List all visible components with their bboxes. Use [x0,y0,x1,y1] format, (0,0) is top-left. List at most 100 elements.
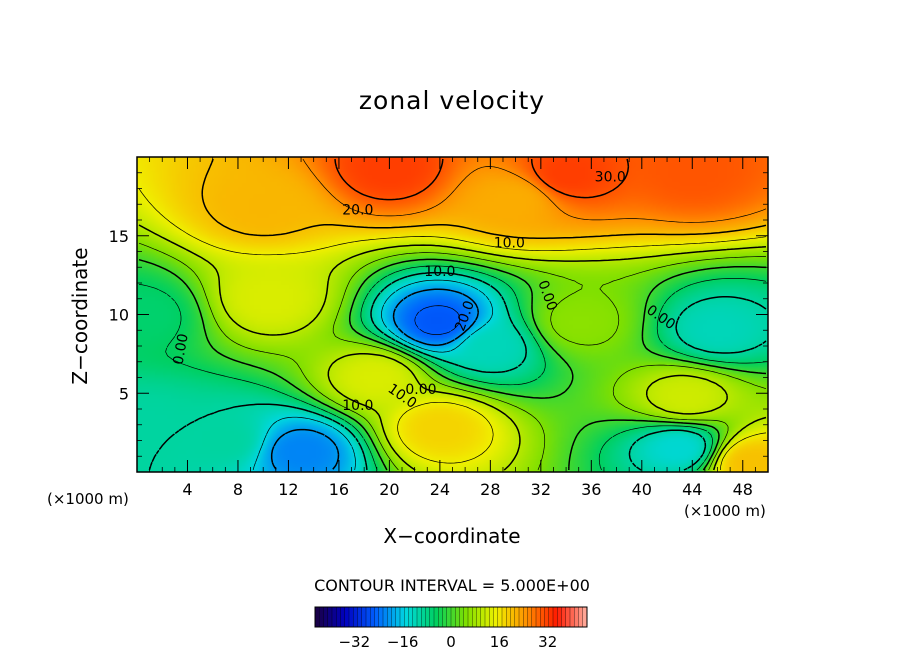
colorbar-swatch [514,607,520,627]
velocity-heatmap [137,157,768,472]
colorbar-swatch [455,607,460,627]
colorbar-tick-label: −32 [338,633,370,651]
contour-label: 10.0 [342,398,373,414]
colorbar-swatch [527,607,533,627]
x-tick-label: 32 [531,480,551,499]
colorbar-swatch [357,607,363,627]
contour-interval-label: CONTOUR INTERVAL = 5.000E+00 [314,576,590,595]
colorbar-swatch [319,607,324,627]
colorbar-swatch [480,607,486,627]
colorbar-swatch [336,607,341,627]
colorbar-swatch [332,607,337,627]
colorbar-swatch [523,607,528,627]
x-tick-label: 40 [632,480,652,499]
colorbar-swatch [323,607,329,627]
colorbar-swatch [497,607,503,627]
x-tick-label: 48 [733,480,753,499]
colorbar-swatch [404,607,409,627]
colorbar-swatch [510,607,516,627]
colorbar-swatch [536,607,541,627]
colorbar-swatch [387,607,392,627]
colorbar-swatch [340,607,346,627]
colorbar-swatch [353,607,358,627]
colorbar-swatch [442,607,448,627]
colorbar-swatch [489,607,494,627]
colorbar-swatch [565,607,571,627]
colorbar-swatch [417,607,422,627]
colorbar-swatch [395,607,401,627]
colorbar-swatch [370,607,375,627]
colorbar-swatch [561,607,567,627]
colorbar-swatch [315,607,320,627]
colorbar-swatch [531,607,537,627]
x-tick-label: 44 [682,480,702,499]
colorbar-swatch [421,607,426,627]
colorbar-tick-label: 0 [446,633,456,651]
colorbar-tick-label: 16 [490,633,509,651]
colorbar-swatch [349,607,354,627]
x-axis-label: X−coordinate [383,524,521,548]
contour-line [148,271,767,471]
colorbar-swatch [582,607,588,627]
contour-line [414,305,461,335]
contour-line [252,279,494,471]
x-tick-label: 16 [329,480,349,499]
colorbar-swatch [366,607,371,627]
colorbar-swatch [468,607,473,627]
contour-line [138,265,767,471]
y-tick-label: 5 [119,384,129,403]
colorbar-swatch [412,607,418,627]
colorbar-swatch [425,607,431,627]
colorbar-swatch [446,607,452,627]
contour-line [138,224,767,471]
contour-label: 0.00 [405,382,436,398]
colorbar-swatch [408,607,414,627]
chart-title: zonal velocity [358,86,546,115]
x-tick-label: 12 [278,480,298,499]
colorbar-swatch [391,607,397,627]
x-axis-units-right: (×1000 m) [684,502,766,520]
contour-line [270,288,480,471]
contour-label: 30.0 [595,169,626,185]
x-tick-label: 36 [581,480,601,499]
colorbar-tick-label: 32 [538,633,557,651]
y-tick-label: 15 [109,227,129,246]
colorbar-swatch [344,607,350,627]
colorbar-swatch [574,607,579,627]
colorbar-swatch [553,607,558,627]
colorbar-swatch [472,607,477,627]
colorbar-swatch [502,607,507,627]
contour-line [138,242,767,471]
contour-line [302,158,767,223]
contour-line [138,188,767,471]
contour-label: 10.0 [424,264,455,280]
y-tick-label: 10 [109,306,129,325]
colorbar-swatch [519,607,524,627]
colorbar-swatch [327,607,333,627]
colorbar-swatch [459,607,465,627]
colorbar-swatch [438,607,443,627]
x-tick-label: 24 [430,480,450,499]
colorbar-swatch [383,607,388,627]
colorbar-swatch [548,607,554,627]
colorbar-swatch [374,607,380,627]
x-tick-label: 8 [233,480,243,499]
colorbar-swatch [378,607,384,627]
colorbar-swatch [578,607,584,627]
colorbar-swatch [570,607,575,627]
colorbar-swatch [451,607,456,627]
contour-line [334,158,630,201]
colorbar-swatch [476,607,482,627]
colorbar-swatch [540,607,545,627]
colorbar-swatch [557,607,562,627]
contour-label: 20.0 [342,203,373,219]
colorbar-swatch [485,607,490,627]
colorbar-tick-label: −16 [387,633,419,651]
colorbar-swatch [400,607,405,627]
colorbar-swatch [493,607,499,627]
colorbar-frame [314,606,588,628]
colorbar-swatch [429,607,435,627]
x-tick-label: 28 [480,480,500,499]
contour-label: 0.00 [171,332,192,365]
